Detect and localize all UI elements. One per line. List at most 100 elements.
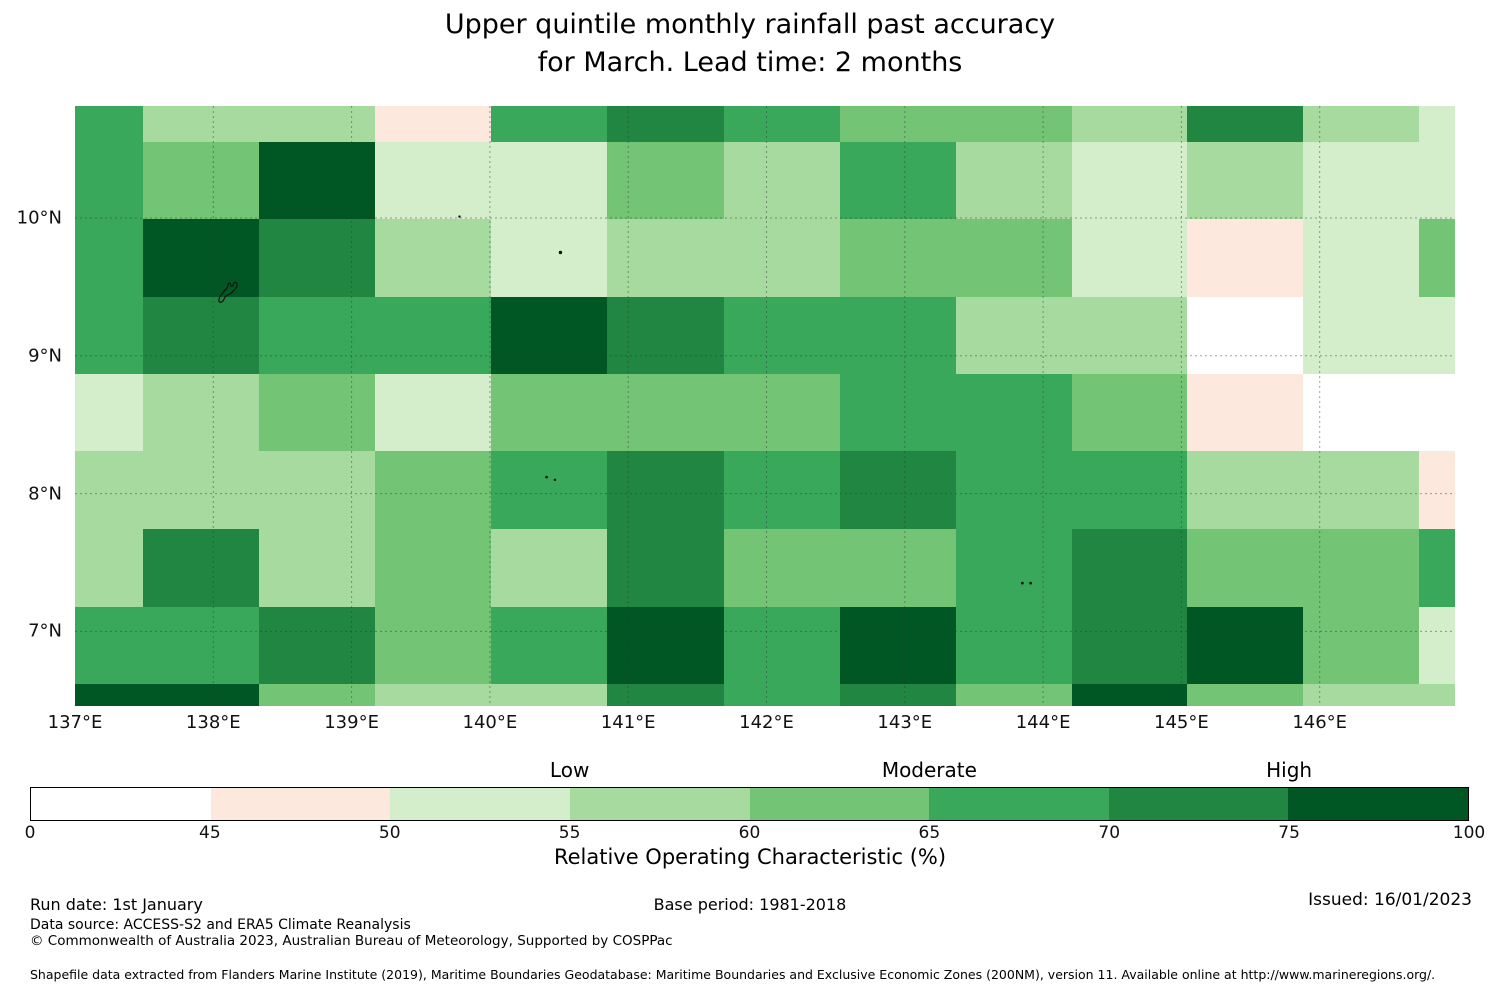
heatmap-cell: [491, 451, 607, 529]
heatmap-cell: [1072, 684, 1187, 706]
heatmap-cell: [1072, 529, 1187, 607]
chart-title-line2: for March. Lead time: 2 months: [537, 47, 963, 78]
heatmap-cell: [143, 607, 259, 684]
issued-date-text: Issued: 16/01/2023: [1308, 890, 1472, 910]
colorbar-segment-65-70: [929, 788, 1109, 820]
heatmap-cell: [259, 297, 375, 374]
heatmap-cell: [607, 374, 724, 451]
heatmap-map-area: [75, 106, 1455, 706]
heatmap-cell: [607, 142, 724, 219]
heatmap-cell: [724, 684, 840, 706]
colorbar-tick-label: 100: [1452, 823, 1486, 843]
data-source-text: Data source: ACCESS-S2 and ERA5 Climate …: [30, 917, 411, 933]
heatmap-cell: [724, 374, 840, 451]
heatmap-cell: [491, 607, 607, 684]
heatmap-cell: [1419, 374, 1455, 451]
heatmap-cell: [1303, 374, 1419, 451]
chart-title: Upper quintile monthly rainfall past acc…: [0, 6, 1500, 82]
heatmap-cell: [1419, 451, 1455, 529]
heatmap-cell: [607, 297, 724, 374]
heatmap-cell: [143, 219, 259, 297]
colorbar-tick-label: 70: [1098, 823, 1121, 843]
heatmap-cell: [259, 529, 375, 607]
longitude-axis: 137°E 138°E 139°E 140°E 141°E 142°E 143°E 144°E…: [48, 712, 1455, 736]
heatmap-cell: [1303, 529, 1419, 607]
x-axis-tick-label: 140°E: [462, 712, 518, 733]
heatmap-cell: [607, 684, 724, 706]
heatmap-cell: [607, 219, 724, 297]
heatmap-cell: [1303, 297, 1419, 374]
heatmap-cell: [1419, 607, 1455, 684]
heatmap-cell: [259, 219, 375, 297]
heatmap-cell: [259, 106, 375, 142]
y-axis-tick-label: 10°N: [16, 207, 62, 229]
heatmap-cell: [375, 297, 491, 374]
heatmap-cell: [75, 297, 143, 374]
heatmap-cell: [1303, 106, 1419, 142]
heatmap-cell: [1303, 142, 1419, 219]
heatmap-cell: [1072, 142, 1187, 219]
heatmap-cell: [840, 529, 956, 607]
heatmap-cell: [1187, 374, 1303, 451]
heatmap-cell: [1419, 142, 1455, 219]
colorbar-tick-label: 0: [24, 823, 36, 843]
heatmap-cell: [1303, 219, 1419, 297]
colorbar-segment-50-55: [390, 788, 570, 820]
heatmap-cell: [1187, 529, 1303, 607]
heatmap-cell: [491, 297, 607, 374]
heatmap-cell: [75, 684, 143, 706]
heatmap-cell: [259, 607, 375, 684]
colorbar-segment-60-65: [749, 788, 930, 820]
latitude-axis: 10°N 9°N 8°N 7°N: [0, 106, 62, 706]
heatmap-cell: [724, 219, 840, 297]
heatmap-cell: [1419, 529, 1455, 607]
x-axis-tick-label: 146°E: [1292, 712, 1348, 733]
heatmap-cell: [143, 142, 259, 219]
heatmap-cell: [75, 374, 143, 451]
heatmap-cell: [375, 219, 491, 297]
heatmap-cell: [143, 529, 259, 607]
heatmap-cell: [75, 142, 143, 219]
x-axis-tick-label: 139°E: [324, 712, 379, 733]
heatmap-cell: [1187, 106, 1303, 142]
heatmap-cell: [840, 374, 956, 451]
heatmap-cell: [491, 106, 607, 142]
shapefile-attribution-text: Shapefile data extracted from Flanders M…: [30, 967, 1436, 982]
x-axis-tick-label: 137°E: [47, 712, 103, 733]
heatmap-cell: [840, 451, 956, 529]
heatmap-cell: [956, 142, 1072, 219]
heatmap-cell: [956, 219, 1072, 297]
colorbar-tick-label: 65: [918, 823, 941, 843]
heatmap-cell: [259, 374, 375, 451]
heatmap-cell: [956, 106, 1072, 142]
heatmap-cell: [840, 607, 956, 684]
heatmap-cell: [1419, 219, 1455, 297]
heatmap-cell: [375, 374, 491, 451]
x-axis-tick-label: 143°E: [877, 712, 933, 733]
heatmap-cell: [1072, 607, 1187, 684]
heatmap-cell: [607, 607, 724, 684]
colorbar-tick-label: 75: [1278, 823, 1300, 843]
heatmap-cell: [607, 529, 724, 607]
heatmap-cell: [259, 142, 375, 219]
heatmap-cell: [75, 451, 143, 529]
heatmap-cell: [1072, 106, 1187, 142]
y-axis-tick-label: 8°N: [28, 483, 62, 505]
colorbar-tick-label: 55: [558, 823, 581, 843]
heatmap-cell: [375, 106, 491, 142]
heatmap-cell: [375, 684, 491, 706]
heatmap-cell: [143, 451, 259, 529]
heatmap-cell: [375, 529, 491, 607]
copyright-text: © Commonwealth of Australia 2023, Austra…: [30, 933, 673, 949]
heatmap-cell: [1303, 451, 1419, 529]
base-period-text: Base period: 1981-2018: [653, 895, 847, 914]
heatmap-cell: [840, 106, 956, 142]
colorbar-region-labels: Low Moderate High: [30, 758, 1469, 784]
heatmap-cell: [491, 684, 607, 706]
heatmap-cell: [1187, 684, 1303, 706]
heatmap-cell: [1303, 684, 1419, 706]
heatmap-cell: [1187, 219, 1303, 297]
heatmap-cell: [375, 142, 491, 219]
heatmap-cell: [840, 219, 956, 297]
heatmap-cell: [143, 106, 259, 142]
